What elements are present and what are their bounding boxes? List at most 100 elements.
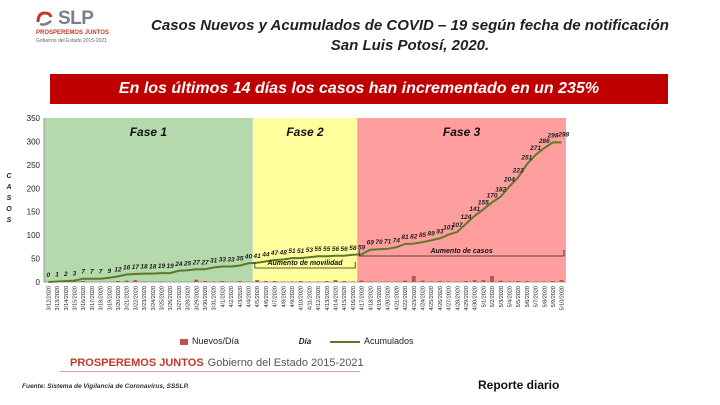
x-tick-label: 3/23/2020 [142,286,148,310]
x-tick-label: 4/29/2020 [464,286,470,310]
data-label-acumulados: 33 [219,257,227,264]
data-label-acumulados: 51 [288,248,296,255]
data-label-acumulados: 41 [253,253,262,260]
x-tick-label: 4/24/2020 [420,286,426,310]
x-tick-label: 5/9/2020 [551,286,557,307]
logo-subtitle: Gobierno del Estado 2015-2021 [36,38,107,44]
x-tick-label: 4/18/2020 [368,286,374,310]
x-tick-label: 3/13/2020 [55,286,61,310]
annotation-bracket [254,262,356,269]
bar-nuevos [411,275,416,282]
x-tick-label: 3/21/2020 [125,286,131,310]
page-title: Casos Nuevos y Acumulados de COVID – 19 … [110,16,710,56]
phase-region-3 [357,118,566,282]
bar-nuevos [263,281,268,282]
bar-nuevos [437,281,442,282]
data-label-acumulados: 17 [132,264,140,271]
slp-logo-icon [36,11,53,26]
x-tick-label: 5/5/2020 [516,286,522,307]
x-tick-label: 4/17/2020 [360,286,366,310]
bar-nuevos [498,280,503,282]
y-tick-label: 50 [31,255,40,264]
data-label-acumulados: 124 [461,214,472,221]
y-tick-label: 200 [27,184,41,193]
x-tick-label: 4/23/2020 [412,286,418,310]
data-label-acumulados: 93 [436,228,444,235]
y-axis-title-letter: A [5,184,11,191]
line-acumulados [48,141,562,283]
y-tick-label: 150 [27,208,41,217]
footer-divider [60,371,360,372]
bar-nuevos [550,281,555,282]
x-tick-label: 3/18/2020 [99,286,105,310]
x-tick-label: 4/3/2020 [238,286,244,307]
data-label-acumulados: 47 [270,250,279,257]
data-label-acumulados: 18 [140,264,148,271]
y-axis-title-letter: S [7,195,12,202]
bar-nuevos [272,281,277,282]
bar-nuevos [403,280,408,282]
x-tick-label: 3/28/2020 [186,286,192,310]
data-label-acumulados: 59 [358,244,366,251]
footer-brand-1: PROSPEREMOS JUNTOS [70,357,204,369]
x-tick-label: 4/1/2020 [220,286,226,307]
data-label-acumulados: 155 [478,199,489,206]
phase-region-2 [252,118,358,282]
x-tick-label: 3/22/2020 [133,286,139,310]
report-label: Reporte diario [478,378,560,392]
bar-nuevos [194,279,199,282]
x-tick-label: 3/19/2020 [107,286,113,310]
y-tick-label: 300 [27,137,41,146]
logo-text: SLP [58,8,94,29]
bar-nuevos [342,281,347,282]
data-label-acumulados: 35 [236,256,244,263]
bar-nuevos [463,281,468,282]
legend-line-swatch [330,340,360,343]
data-label-acumulados: 25 [183,260,192,267]
data-label-acumulados: 74 [393,237,401,244]
phase-label-2: Fase 2 [286,125,324,139]
legend-item-acumulados: Acumulados [330,336,414,346]
x-tick-label: 5/3/2020 [499,286,505,307]
y-tick-label: 0 [36,278,41,287]
x-tick-label: 4/12/2020 [316,286,322,310]
data-label-acumulados: 81 [401,234,409,241]
x-tick-label: 4/22/2020 [403,286,409,310]
x-tick-label: 4/11/2020 [307,286,313,310]
data-label-acumulados: 33 [227,257,235,264]
x-tick-label: 3/12/2020 [46,286,52,310]
bar-nuevos [255,280,260,282]
x-tick-label: 5/8/2020 [542,286,548,307]
x-tick-label: 5/6/2020 [525,286,531,307]
annotation-bracket [358,250,565,257]
bar-nuevos [490,275,495,282]
data-label-acumulados: 298 [547,132,559,139]
bar-nuevos [516,281,521,282]
data-label-acumulados: 53 [306,247,314,254]
bar-nuevos [420,280,425,282]
highlight-banner: En los últimos 14 días los casos han inc… [50,74,668,104]
x-axis-title: Día [299,337,312,346]
x-tick-label: 3/15/2020 [72,286,78,310]
y-tick-label: 350 [27,114,41,123]
y-axis-title-letter: C [6,173,12,180]
x-tick-label: 4/27/2020 [447,286,453,310]
data-label-acumulados: 19 [158,263,166,270]
x-tick-label: 4/2/2020 [229,286,235,307]
slp-logo: SLP PROSPEREMOS JUNTOS Gobierno del Esta… [36,8,109,48]
x-tick-label: 3/27/2020 [177,286,183,310]
x-tick-label: 3/25/2020 [159,286,165,310]
x-tick-label: 4/25/2020 [429,286,435,310]
footer-brand-2: Gobierno del Estado 2015-2021 [207,357,364,369]
data-label-acumulados: 223 [512,168,524,175]
source-note: Fuente: Sistema de Vigilancia de Coronav… [22,383,189,390]
data-label-acumulados: 107 [452,222,463,229]
data-label-acumulados: 55 [323,246,331,253]
data-label-acumulados: 69 [367,240,375,247]
data-label-acumulados: 182 [495,187,506,194]
x-tick-label: 5/4/2020 [507,286,513,307]
data-label-acumulados: 71 [384,239,392,246]
x-tick-label: 4/28/2020 [455,286,461,310]
bar-nuevos [124,280,129,282]
data-label-acumulados: 16 [123,265,131,272]
